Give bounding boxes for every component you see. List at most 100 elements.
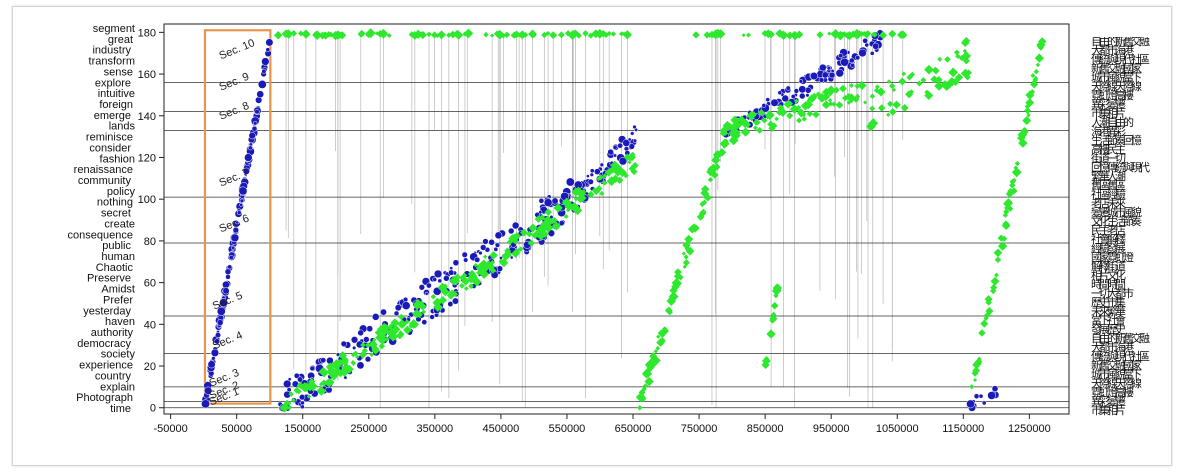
green-point [978, 329, 986, 337]
blue-point [627, 137, 632, 142]
green-point [704, 193, 712, 202]
green-point [490, 33, 495, 38]
right-word-label: 相片文化 [1091, 269, 1126, 282]
green-point [778, 107, 788, 117]
green-point [681, 251, 686, 256]
y-tick-label: 20 [144, 361, 156, 373]
right-word-label: 霓虹燈高樓 [1091, 386, 1134, 399]
blue-point [219, 298, 228, 308]
y-word-label: emerge [94, 110, 131, 122]
green-point [1026, 113, 1031, 118]
green-point [806, 110, 814, 118]
green-point [397, 319, 407, 329]
x-tick-label: 150000 [284, 423, 321, 435]
green-point [1004, 205, 1010, 211]
right-word-label: 異彩變遷 [1091, 395, 1126, 408]
y-tick-label: 160 [138, 69, 156, 81]
green-point [656, 334, 661, 339]
green-point [682, 259, 690, 267]
green-point [526, 230, 533, 238]
blue-point [437, 278, 443, 284]
green-point [368, 339, 378, 350]
green-point [764, 355, 769, 361]
blue-point [402, 296, 409, 303]
green-point [786, 112, 794, 120]
green-point [763, 29, 773, 39]
green-point [326, 367, 336, 377]
green-point [390, 324, 401, 335]
green-point [776, 104, 785, 113]
green-point [531, 231, 539, 240]
green-point [770, 301, 779, 310]
green-point [1013, 165, 1019, 171]
y-word-label: create [104, 218, 135, 230]
green-point [434, 302, 440, 308]
x-tick-label: 250000 [350, 423, 387, 435]
green-point [296, 381, 304, 390]
blue-point [991, 385, 999, 393]
blue-point [256, 90, 265, 99]
x-tick-label: 1050000 [876, 423, 919, 435]
green-point [1003, 208, 1010, 215]
blue-point [222, 280, 230, 289]
green-point [1022, 116, 1032, 126]
right-word-label: 海港異彩 [1091, 125, 1126, 138]
green-point [707, 177, 714, 183]
green-point [473, 262, 478, 268]
blue-point [429, 314, 435, 320]
green-point [653, 349, 659, 354]
green-point [815, 91, 821, 97]
green-point [692, 31, 700, 39]
green-point [335, 360, 341, 365]
green-point [430, 293, 437, 300]
green-point [273, 31, 283, 40]
green-point [984, 311, 991, 319]
blue-point [978, 393, 984, 399]
green-point [940, 80, 950, 89]
x-tick-label: -50000 [153, 423, 187, 435]
green-point [468, 269, 476, 278]
y-tick-label: 140 [138, 111, 156, 123]
blue-point [781, 94, 789, 103]
blue-point [777, 90, 783, 96]
blue-point [352, 345, 357, 350]
green-point [854, 93, 861, 100]
x-axis: -50000 50000 150000 250000 350000 450000 55000… [153, 414, 1051, 435]
green-point [564, 201, 575, 211]
blue-point [798, 79, 804, 84]
green-point [551, 221, 561, 231]
green-point [352, 350, 359, 356]
green-point [696, 212, 705, 221]
green-point [511, 250, 520, 258]
right-word-label: 異彩變遷 [1091, 98, 1126, 111]
green-point [756, 126, 764, 134]
green-point [495, 31, 501, 36]
green-point [797, 108, 806, 118]
green-point [472, 277, 482, 287]
blue-point [594, 168, 601, 175]
x-tick-label: 950000 [813, 423, 850, 435]
green-point [920, 77, 927, 84]
right-word-label: 社會解釋 [1091, 233, 1126, 246]
green-point [528, 223, 538, 233]
green-point [786, 100, 794, 108]
green-point [708, 163, 719, 173]
y-word-label: consequence [68, 229, 133, 241]
green-point [404, 319, 410, 325]
green-point [307, 380, 316, 389]
green-point [608, 166, 616, 174]
y-word-label: Chaotic [96, 262, 134, 274]
green-point [855, 30, 863, 38]
blue-point [869, 51, 875, 56]
green-point [290, 29, 298, 37]
green-point [518, 246, 524, 252]
green-point [377, 334, 388, 345]
green-point [827, 31, 832, 36]
blue-point [613, 153, 618, 158]
blue-point [291, 380, 299, 388]
y-tick-label: 180 [138, 27, 156, 39]
green-point [1035, 62, 1041, 68]
green-point [350, 359, 356, 366]
x-tick-label: 350000 [416, 423, 453, 435]
